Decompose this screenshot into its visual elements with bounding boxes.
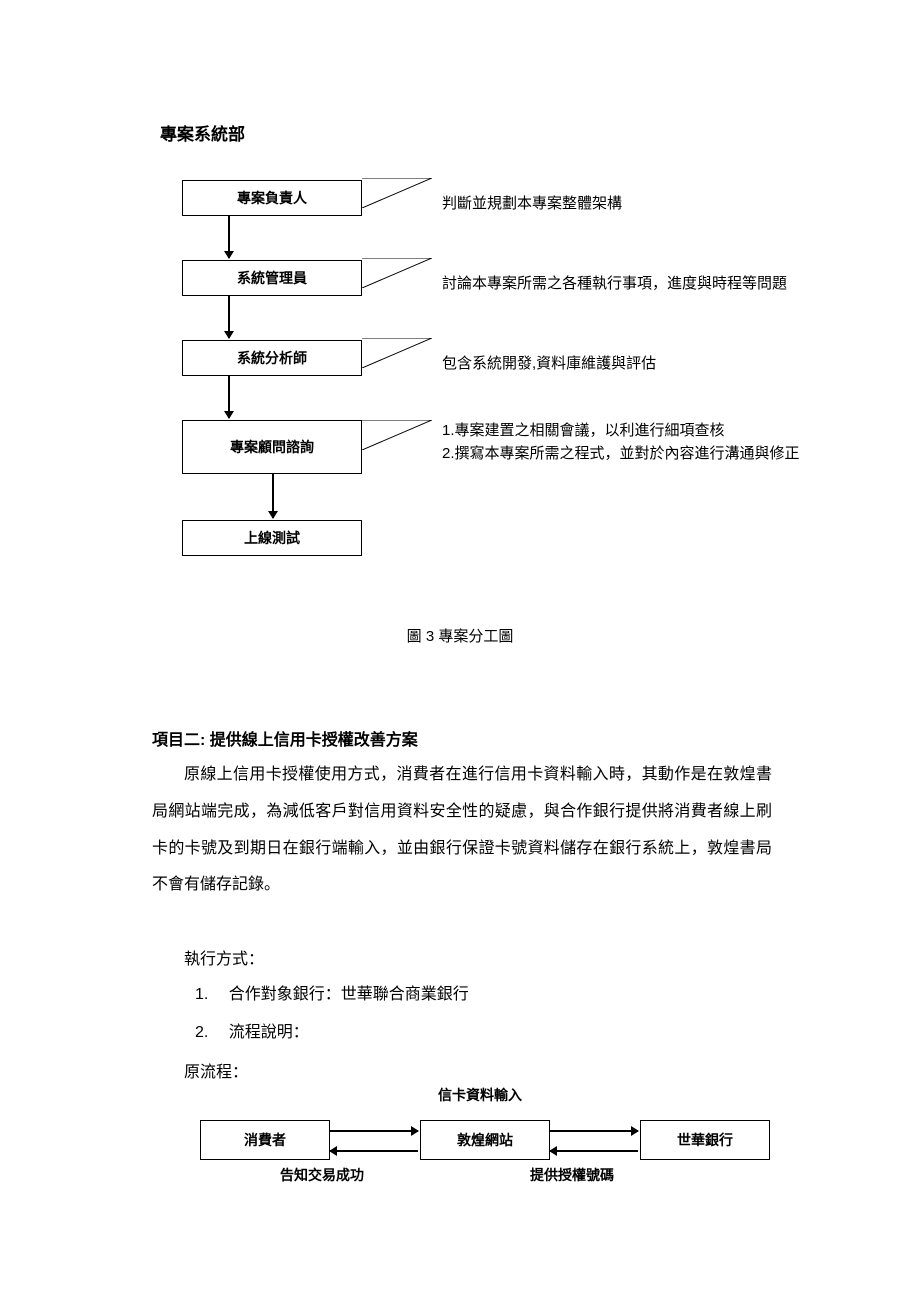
section-heading: 項目二: 提供線上信用卡授權改善方案 [152,726,418,750]
fc2-arrow-l0 [330,1150,418,1152]
fc1-node-0: 專案負責人 [182,180,362,216]
fc2-node-1: 敦煌網站 [420,1120,550,1160]
paragraph-2: 執行方式： [152,942,772,979]
list-item-1: 1. 合作對象銀行：世華聯合商業銀行 [195,980,469,1004]
fc1-node-4: 上線測試 [182,520,362,556]
fc1-label-1: 討論本專案所需之各種執行事項，進度與時程等問題 [442,272,787,293]
fc1-node-0-label: 專案負責人 [237,188,307,208]
fc2-node-2: 世華銀行 [640,1120,770,1160]
fc1-arrow-1 [228,296,230,338]
document-page: 專案系統部 專案負責人 系統管理員 系統分析師 專案顧問諮詢 上線測試 判斷並規… [0,0,920,1302]
fc2-label-2: 提供授權號碼 [530,1165,614,1185]
fc1-slash-0 [362,178,432,208]
fc2-arrow-l1 [550,1150,638,1152]
fc2-node-2-label: 世華銀行 [677,1130,733,1150]
fc1-node-2-label: 系統分析師 [237,348,307,368]
fc1-label-0: 判斷並規劃本專案整體架構 [442,192,622,213]
fc2-node-0-label: 消費者 [244,1130,286,1150]
fc1-slash-2 [362,338,432,368]
fc1-arrow-0 [228,216,230,258]
fc2-label-0: 信卡資料輸入 [438,1085,522,1105]
fc1-node-2: 系統分析師 [182,340,362,376]
fc1-node-1: 系統管理員 [182,260,362,296]
fc1-slash-1 [362,258,432,288]
fc1-node-3-label: 專案顧問諮詢 [230,437,314,457]
fc1-label-3-line1: 1.專案建置之相關會議，以利進行細項查核 [442,420,800,443]
fc1-arrow-2 [228,376,230,418]
paragraph-1: 原線上信用卡授權使用方式，消費者在進行信用卡資料輸入時，其動作是在敦煌書局網站端… [152,757,772,904]
fc1-node-3: 專案顧問諮詢 [182,420,362,474]
fc1-label-3: 1.專案建置之相關會議，以利進行細項查核 2.撰寫本專案所需之程式，並對於內容進… [442,420,800,465]
fc2-arrow-r0 [330,1130,418,1132]
figure-caption: 圖 3 專案分工圖 [0,625,920,646]
fc2-label-1: 告知交易成功 [280,1165,364,1185]
fc1-label-3-line2: 2.撰寫本專案所需之程式，並對於內容進行溝通與修正 [442,443,800,466]
flowchart1-title: 專案系統部 [160,120,245,145]
fc1-arrow-3 [272,474,274,518]
fc2-node-0: 消費者 [200,1120,330,1160]
fc1-slash-3 [362,420,432,450]
fc2-arrow-r1 [550,1130,638,1132]
fc1-label-2: 包含系統開發,資料庫維護與評估 [442,352,656,373]
list-item-2: 2. 流程說明： [195,1018,309,1042]
fc1-node-4-label: 上線測試 [244,528,300,548]
fc2-node-1-label: 敦煌網站 [457,1130,513,1150]
fc1-node-1-label: 系統管理員 [237,268,307,288]
